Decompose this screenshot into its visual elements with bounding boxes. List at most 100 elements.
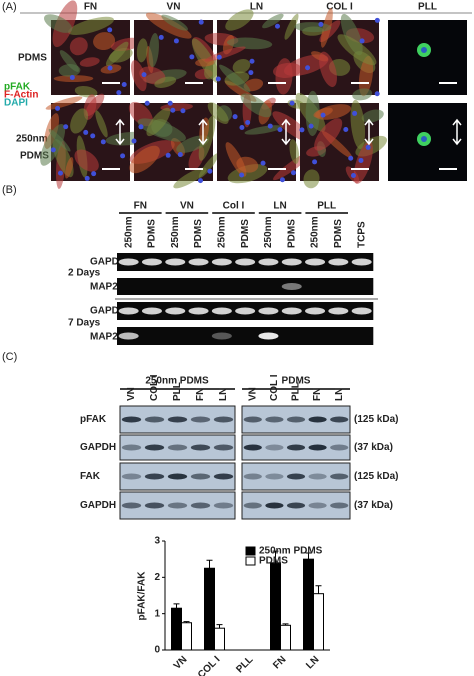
cell bbox=[204, 46, 246, 62]
nucleus bbox=[177, 152, 183, 158]
cell bbox=[283, 54, 329, 77]
band bbox=[190, 473, 211, 480]
micrograph bbox=[283, 7, 380, 101]
band bbox=[211, 332, 232, 340]
band bbox=[213, 416, 234, 423]
lane-label: VN bbox=[247, 387, 258, 401]
cell bbox=[64, 157, 74, 179]
band bbox=[167, 444, 188, 451]
band bbox=[351, 258, 372, 266]
nucleus bbox=[232, 114, 238, 120]
nucleus bbox=[274, 23, 280, 29]
cell bbox=[105, 41, 129, 66]
cell bbox=[232, 58, 251, 74]
band bbox=[286, 416, 306, 423]
nucleus bbox=[198, 19, 204, 25]
band bbox=[243, 416, 262, 423]
row-label: 250nm bbox=[16, 134, 48, 145]
band bbox=[286, 444, 306, 451]
band bbox=[265, 473, 284, 480]
time-label: 7 Days bbox=[68, 318, 101, 329]
band bbox=[265, 416, 284, 423]
panel-label: (A) bbox=[2, 1, 17, 13]
lane-label: PDMS bbox=[193, 219, 204, 248]
band bbox=[243, 473, 262, 480]
band bbox=[144, 502, 165, 509]
nucleus bbox=[290, 170, 296, 176]
stain-label: DAPI bbox=[4, 98, 28, 109]
cell bbox=[145, 12, 192, 39]
nucleus bbox=[248, 70, 254, 76]
band bbox=[213, 444, 234, 451]
nucleus bbox=[308, 123, 314, 129]
cell bbox=[337, 34, 377, 66]
error-bar bbox=[282, 623, 289, 626]
cell bbox=[289, 139, 300, 164]
cell bbox=[146, 107, 171, 137]
cell bbox=[130, 60, 147, 92]
group-header: LN bbox=[273, 201, 286, 212]
nucleus bbox=[107, 27, 113, 33]
nucleus bbox=[84, 175, 90, 181]
bar bbox=[181, 622, 192, 651]
band bbox=[144, 444, 165, 451]
cell bbox=[161, 14, 188, 31]
x-tick-label: VN bbox=[172, 654, 190, 672]
band bbox=[144, 473, 165, 480]
time-label: 2 Days bbox=[68, 268, 101, 279]
error-bar bbox=[173, 603, 180, 609]
cell bbox=[240, 93, 272, 118]
row-label: PDMS bbox=[20, 151, 49, 162]
lane-label: COL I bbox=[149, 374, 160, 401]
nucleus bbox=[63, 124, 69, 130]
legend-swatch bbox=[245, 556, 256, 566]
stain-label: pFAK bbox=[4, 82, 31, 93]
nucleus bbox=[312, 159, 318, 165]
nucleus bbox=[249, 58, 255, 64]
group-header: Col I bbox=[223, 201, 245, 212]
band bbox=[258, 332, 279, 340]
bar bbox=[303, 558, 314, 651]
cell bbox=[129, 145, 160, 174]
group-header: PLL bbox=[317, 201, 336, 212]
error-bar bbox=[216, 624, 223, 629]
nucleus bbox=[131, 138, 137, 144]
nucleus bbox=[170, 107, 176, 113]
nucleus bbox=[421, 47, 427, 53]
band bbox=[286, 502, 306, 509]
error-bar bbox=[272, 550, 279, 563]
size-label: (37 kDa) bbox=[354, 500, 393, 511]
x-tick-label: COL I bbox=[196, 654, 223, 676]
y-tick-label: 2 bbox=[154, 572, 160, 583]
cell bbox=[284, 13, 299, 40]
column-header: FN bbox=[84, 2, 97, 13]
band bbox=[308, 444, 327, 451]
lane-label: FN bbox=[312, 388, 323, 401]
bar bbox=[270, 562, 281, 651]
nucleus bbox=[239, 172, 245, 178]
nucleus bbox=[245, 119, 251, 125]
micrograph bbox=[207, 92, 314, 184]
arrow bbox=[364, 118, 374, 146]
band bbox=[281, 283, 302, 290]
nucleus bbox=[216, 54, 222, 60]
cell bbox=[226, 37, 273, 50]
band bbox=[265, 444, 284, 451]
blot-label: GAPDH bbox=[80, 500, 116, 511]
band bbox=[265, 502, 284, 509]
band bbox=[118, 307, 139, 315]
band bbox=[190, 416, 211, 423]
column-header: LN bbox=[250, 2, 263, 13]
band bbox=[235, 307, 256, 315]
bar bbox=[214, 627, 225, 651]
cell bbox=[319, 51, 337, 88]
blot-label: pFAK bbox=[80, 414, 107, 425]
band bbox=[330, 473, 349, 480]
nucleus bbox=[260, 160, 266, 166]
micrograph bbox=[204, 9, 302, 102]
panel-label: (C) bbox=[2, 351, 17, 363]
y-axis-title: pFAK/FAK bbox=[137, 571, 148, 621]
cell bbox=[68, 16, 114, 35]
blot-label: GAPDH bbox=[90, 306, 126, 317]
bar bbox=[313, 593, 324, 651]
